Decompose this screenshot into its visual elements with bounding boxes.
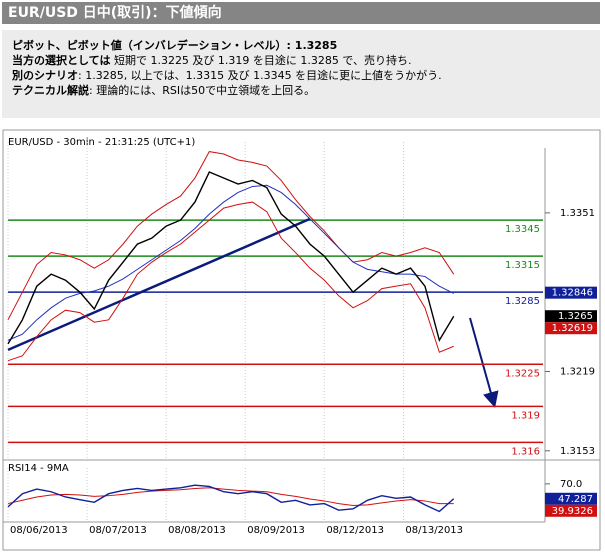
summary-bold: ピボット、ピボット値（インバレデーション・レベル）: 1.3285 xyxy=(12,39,338,52)
summary-line: 別のシナリオ: 1.3285, 以上では、1.3315 及び 1.3345 を目… xyxy=(12,68,590,83)
level-label: 1.3225 xyxy=(505,368,540,379)
x-tick-label: 08/13/2013 xyxy=(405,525,463,536)
x-tick-label: 08/07/2013 xyxy=(89,525,147,536)
level-label: 1.316 xyxy=(511,446,540,457)
price-label: 47.287 xyxy=(558,494,593,505)
trendline xyxy=(7,217,311,352)
level-label: 1.319 xyxy=(511,410,540,421)
price-label: 1.3265 xyxy=(558,311,593,322)
series-line xyxy=(7,184,454,341)
x-tick-label: 08/09/2013 xyxy=(247,525,305,536)
chart-title: RSI14 - 9MA xyxy=(8,463,69,474)
x-tick-label: 08/12/2013 xyxy=(326,525,384,536)
header-title: EUR/USD 日中(取引)：下値傾向 xyxy=(2,2,600,24)
x-tick-label: 08/06/2013 xyxy=(10,525,68,536)
summary-bold: 当方の選択としては xyxy=(12,54,111,67)
series-line xyxy=(7,201,454,362)
summary-text: : 1.3285, 以上では、1.3315 及び 1.3345 を目途に更に上値… xyxy=(78,69,442,82)
series-line xyxy=(7,487,454,507)
summary: ピボット、ピボット値（インバレデーション・レベル）: 1.3285 当方の選択と… xyxy=(2,30,600,118)
summary-line: 当方の選択としては 短期で 1.3225 及び 1.319 を目途に 1.328… xyxy=(12,53,590,68)
arrow xyxy=(469,317,499,408)
series-line xyxy=(7,171,455,345)
price-box xyxy=(545,286,597,299)
level-label: 1.3345 xyxy=(505,224,540,235)
price-box xyxy=(545,310,597,323)
y-tick-label: 1.3219 xyxy=(560,366,595,377)
chart-title: EUR/USD - 30min - 21:31:25 (UTC+1) xyxy=(8,137,195,148)
price-label: 39.9326 xyxy=(552,506,593,517)
chart-frame xyxy=(2,129,601,551)
x-tick-label: 08/08/2013 xyxy=(168,525,226,536)
summary-bold: テクニカル解説 xyxy=(12,84,89,97)
level-label: 1.3315 xyxy=(505,260,540,271)
level-label: 1.3285 xyxy=(505,296,540,307)
summary-bold: 別のシナリオ xyxy=(12,69,78,82)
price-box xyxy=(545,504,597,517)
summary-line: ピボット、ピボット値（インバレデーション・レベル）: 1.3285 xyxy=(12,38,590,53)
y-tick-label: 70.0 xyxy=(560,479,582,490)
price-label: 1.32846 xyxy=(552,288,593,299)
summary-line: テクニカル解説: 理論的には、RSIは50で中立領域を上回る。 xyxy=(12,83,590,98)
price-box xyxy=(545,322,597,335)
series-line xyxy=(7,484,455,513)
summary-text: 短期で 1.3225 及び 1.319 を目途に 1.3285 で、売り持ち. xyxy=(110,54,412,67)
summary-text: : 理論的には、RSIは50で中立領域を上回る。 xyxy=(89,84,316,97)
price-box xyxy=(545,492,597,505)
y-tick-label: 1.3153 xyxy=(560,446,595,457)
price-label: 1.32619 xyxy=(552,323,593,334)
y-tick-label: 1.3351 xyxy=(560,208,595,219)
series-line xyxy=(7,151,455,321)
